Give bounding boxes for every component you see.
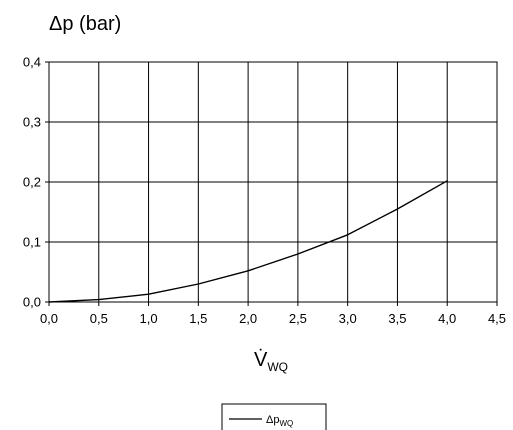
legend-box	[221, 403, 327, 430]
y-tick-label: 0,4	[23, 55, 41, 70]
axis-ticks: 0,0 0,5 1,0 1,5 2,0 2,5 3,0 3,5 4,0 4,5 0,0 0,1 0,2 0…	[23, 55, 506, 327]
legend-label: ΔpWQ	[266, 414, 293, 428]
x-axis-label: V̇WQ	[254, 349, 288, 374]
y-tick-label: 0,1	[23, 235, 41, 250]
x-tick-label: 3,0	[339, 311, 357, 326]
legend-label-main: Δp	[266, 414, 279, 426]
legend-label-sub: WQ	[279, 419, 293, 428]
x-tick-label: 2,5	[289, 311, 307, 326]
x-tick-label: 4,5	[488, 311, 506, 326]
x-tick-label: 1,0	[140, 311, 158, 326]
y-tick-label: 0,0	[23, 295, 41, 310]
x-axis-label-main: V̇	[254, 349, 268, 371]
x-tick-label: 4,0	[438, 311, 456, 326]
series-layer	[48, 180, 448, 303]
x-tick-label: 3,5	[388, 311, 406, 326]
grid	[48, 61, 498, 303]
y-tick-label: 0,2	[23, 175, 41, 190]
x-tick-label: 1,5	[189, 311, 207, 326]
series-line	[48, 180, 448, 303]
x-tick-label: 0,0	[40, 311, 58, 326]
y-tick-label: 0,3	[23, 115, 41, 130]
x-axis-label-sub: WQ	[267, 360, 288, 374]
x-tick-label: 0,5	[90, 311, 108, 326]
x-tick-label: 2,0	[239, 311, 257, 326]
legend: ΔpWQ	[221, 403, 327, 430]
chart-title: Δp (bar)	[49, 13, 121, 35]
